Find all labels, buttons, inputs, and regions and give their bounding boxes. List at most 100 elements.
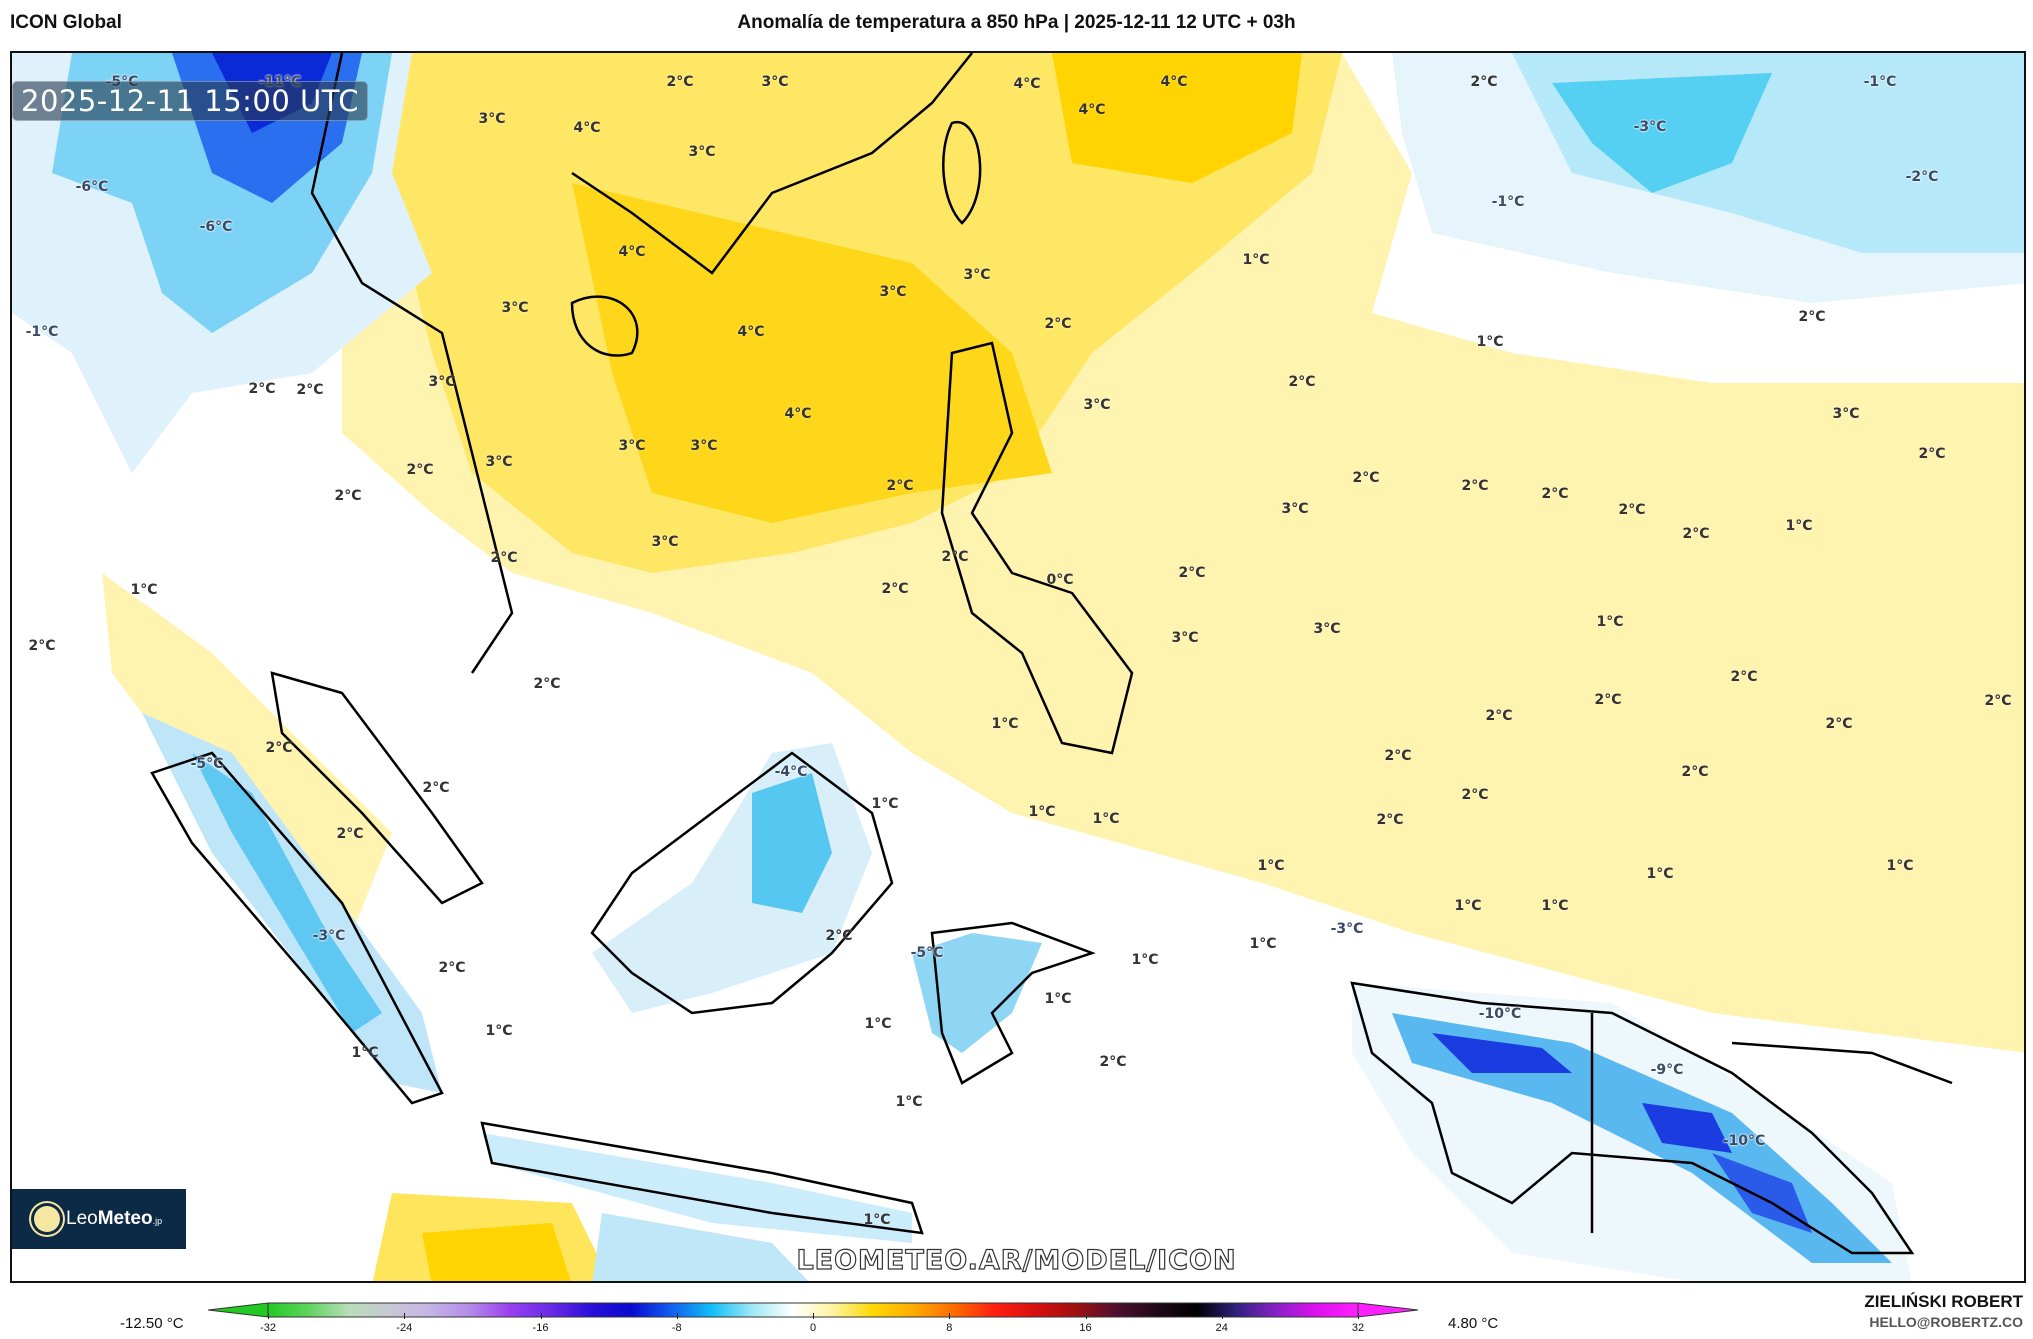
contour-label: 2°C (265, 740, 293, 756)
contour-label: 1°C (1257, 858, 1285, 874)
leometeo-logo[interactable]: LeoMeteo.jp (12, 1189, 186, 1249)
contour-label: 3°C (761, 74, 789, 90)
contour-label: 4°C (1160, 74, 1188, 90)
contour-label: 2°C (1798, 309, 1826, 325)
colorbar-tick-mark (1358, 1313, 1359, 1319)
contour-label: -1°C (25, 324, 59, 340)
colorbar-tick-mark (268, 1313, 269, 1319)
contour-label: 2°C (941, 549, 969, 565)
contour-label: -6°C (199, 219, 233, 235)
contour-label: 2°C (336, 826, 364, 842)
contour-label: 1°C (871, 796, 899, 812)
colorbar-tick-mark (540, 1313, 542, 1319)
contour-label: 2°C (1918, 446, 1946, 462)
colorbar-tick-label: 32 (1351, 1322, 1365, 1334)
contour-label: -6°C (75, 179, 109, 195)
contour-label: 2°C (1485, 708, 1513, 724)
author-email[interactable]: HELLO@ROBERTZ.CO (1869, 1314, 2023, 1330)
contour-label: 1°C (1249, 936, 1277, 952)
contour-label: 1°C (1476, 334, 1504, 350)
contour-label: 2°C (490, 550, 518, 566)
contour-label: 2°C (666, 74, 694, 90)
contour-label: 3°C (1171, 630, 1199, 646)
colorbar-min-label: -12.50 °C (120, 1315, 184, 1332)
contour-label: 3°C (1832, 406, 1860, 422)
contour-label: 2°C (1682, 526, 1710, 542)
contour-label: 2°C (1376, 812, 1404, 828)
contour-label: 1°C (130, 582, 158, 598)
colorbar-tick-label: -8 (671, 1322, 682, 1334)
contour-label: 1°C (1131, 952, 1159, 968)
colorbar-tick-mark (949, 1313, 951, 1319)
contour-label: 2°C (334, 488, 362, 504)
contour-label: 1°C (1092, 811, 1120, 827)
contour-label: 3°C (879, 284, 907, 300)
contour-label: -3°C (312, 928, 346, 944)
contour-label: 1°C (991, 716, 1019, 732)
contour-label: 0°C (1046, 572, 1074, 588)
contour-label: 2°C (1178, 565, 1206, 581)
contour-label: 2°C (1681, 764, 1709, 780)
contour-label: 2°C (1288, 374, 1316, 390)
author-name: ZIELIŃSKI ROBERT (1864, 1292, 2023, 1311)
contour-label: 1°C (351, 1045, 379, 1061)
contour-label: 1°C (895, 1094, 923, 1110)
contour-label: 4°C (737, 324, 765, 340)
contour-label: 4°C (784, 406, 812, 422)
contour-label: 2°C (1618, 502, 1646, 518)
contour-label: 2°C (1461, 478, 1489, 494)
contour-label: -1°C (1491, 194, 1525, 210)
contour-label: 3°C (963, 267, 991, 283)
contour-label: 2°C (1044, 316, 1072, 332)
contour-label: -10°C (1722, 1133, 1766, 1149)
colorbar-tick-label: 24 (1215, 1322, 1228, 1334)
contour-label: 2°C (1352, 470, 1380, 486)
contour-label: 1°C (1242, 252, 1270, 268)
contour-label: 1°C (1044, 991, 1072, 1007)
colorbar-tick-label: -32 (260, 1322, 276, 1334)
contour-label: 3°C (1083, 397, 1111, 413)
contour-label: -9°C (1650, 1062, 1684, 1078)
contour-label: 1°C (1454, 898, 1482, 914)
chart-title: Anomalía de temperatura a 850 hPa | 2025… (737, 12, 1296, 33)
colorbar-tick-label: -24 (396, 1322, 413, 1334)
colorbar-tick-mark (404, 1313, 406, 1319)
contour-label: -3°C (1633, 119, 1667, 135)
contour-label: -1°C (1863, 74, 1897, 90)
colorbar-tick-label: 16 (1079, 1322, 1092, 1334)
contour-label: 1°C (1596, 614, 1624, 630)
contour-label: 2°C (296, 382, 324, 398)
colorbar-tick-mark (1221, 1313, 1223, 1319)
contour-label: 3°C (428, 374, 456, 390)
contour-label: 2°C (1541, 486, 1569, 502)
contour-label: 3°C (690, 438, 718, 454)
contour-label: 2°C (1099, 1054, 1127, 1070)
contour-label: -5°C (190, 756, 224, 772)
contour-label: 4°C (1078, 102, 1106, 118)
contour-label: -3°C (1330, 921, 1364, 937)
anomaly-field (12, 53, 2024, 1281)
contour-label: 1°C (1785, 518, 1813, 534)
contour-label: 3°C (501, 300, 529, 316)
contour-label: 1°C (863, 1212, 891, 1228)
contour-label: 2°C (881, 581, 909, 597)
contour-label: 2°C (1984, 693, 2012, 709)
anomaly-map: -11°C-5°C2°C3°C4°C4°C2°C-1°C3°C4°C4°C-3°… (10, 51, 2026, 1283)
contour-label: 2°C (1825, 716, 1853, 732)
contour-label: 2°C (438, 960, 466, 976)
contour-label: 1°C (485, 1023, 513, 1039)
contour-label: 2°C (886, 478, 914, 494)
colorbar-max-label: 4.80 °C (1448, 1315, 1499, 1332)
contour-label: 2°C (1470, 74, 1498, 90)
watermark-url: LEOMETEO.AR/MODEL/ICON (796, 1244, 1237, 1276)
contour-label: -2°C (1905, 169, 1939, 185)
colorbar-tick-label: 8 (946, 1322, 953, 1334)
colorbar-tick-mark (1085, 1313, 1087, 1319)
sun-icon (34, 1206, 60, 1232)
colorbar-tick-label: 0 (809, 1322, 817, 1334)
colorbar-tick-mark (676, 1313, 678, 1319)
contour-label: 2°C (1730, 669, 1758, 685)
contour-label: 1°C (1646, 866, 1674, 882)
contour-label: 3°C (478, 111, 506, 127)
contour-label: -5°C (910, 945, 944, 961)
